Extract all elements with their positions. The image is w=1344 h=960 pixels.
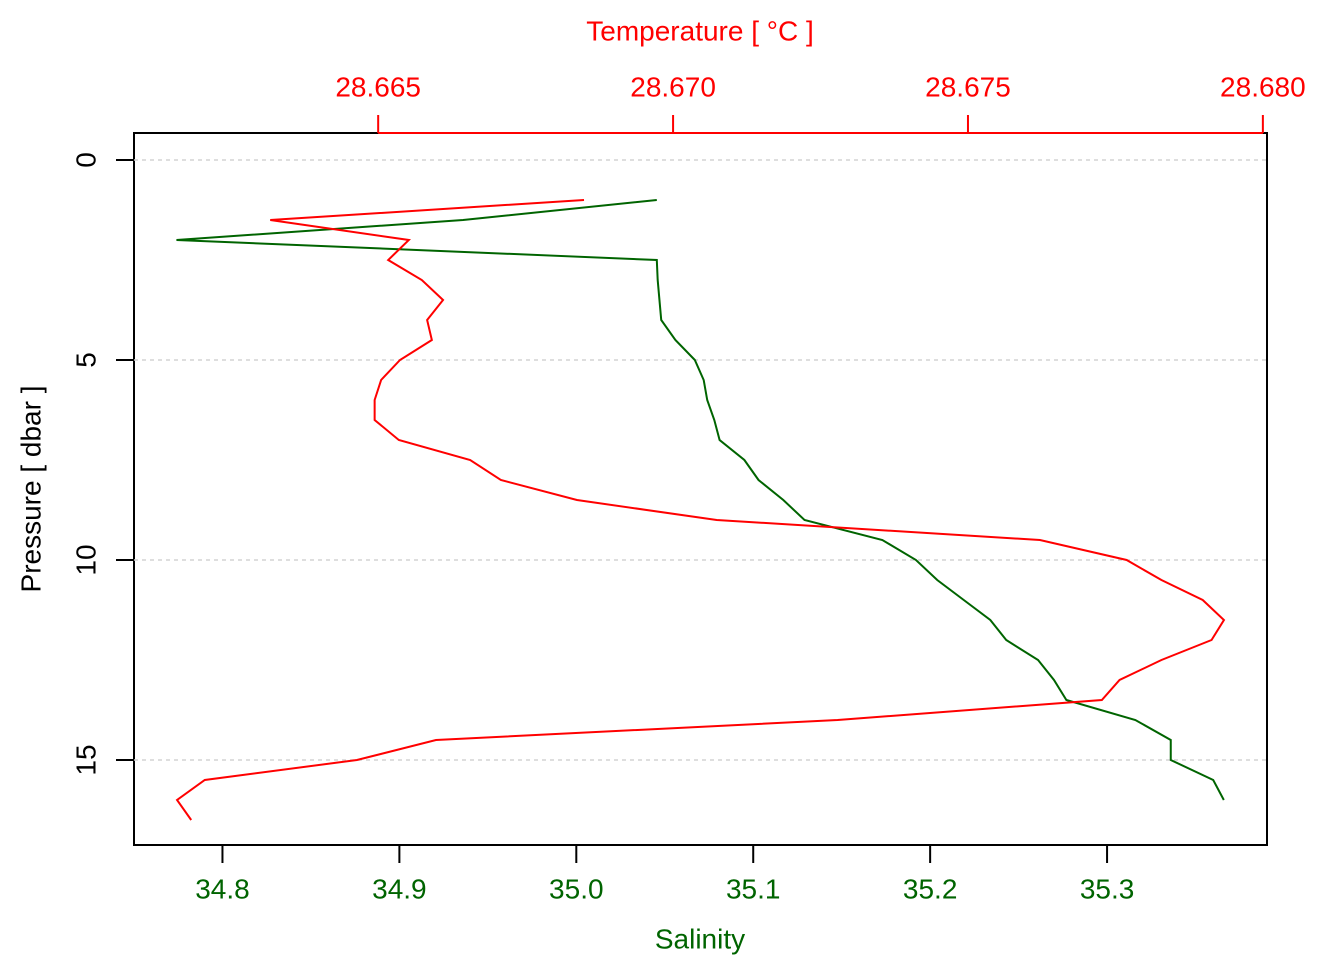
x2-tick-label: 28.670 [630,71,716,102]
x2-axis-label: Temperature [ °C ] [586,15,814,46]
x-axis-label: Salinity [655,923,745,954]
x-tick-label: 35.1 [726,873,781,904]
x-tick-label: 35.0 [549,873,604,904]
x-tick-label: 34.8 [195,873,250,904]
y-tick-label: 15 [70,744,101,775]
x2-tick-label: 28.665 [335,71,421,102]
profile-line [175,199,1226,821]
plot-frame [133,132,1268,846]
x-tick-label: 35.3 [1080,873,1135,904]
x2-tick-label: 28.680 [1220,71,1306,102]
x2-tick-label: 28.675 [925,71,1011,102]
y-tick-label: 10 [70,544,101,575]
y-axis-label: Pressure [ dbar ] [15,386,46,593]
y-tick-label: 0 [70,152,101,168]
y-tick-label: 5 [70,352,101,368]
profile-line [176,199,1225,801]
x-tick-label: 35.2 [903,873,958,904]
x-tick-label: 34.9 [372,873,427,904]
